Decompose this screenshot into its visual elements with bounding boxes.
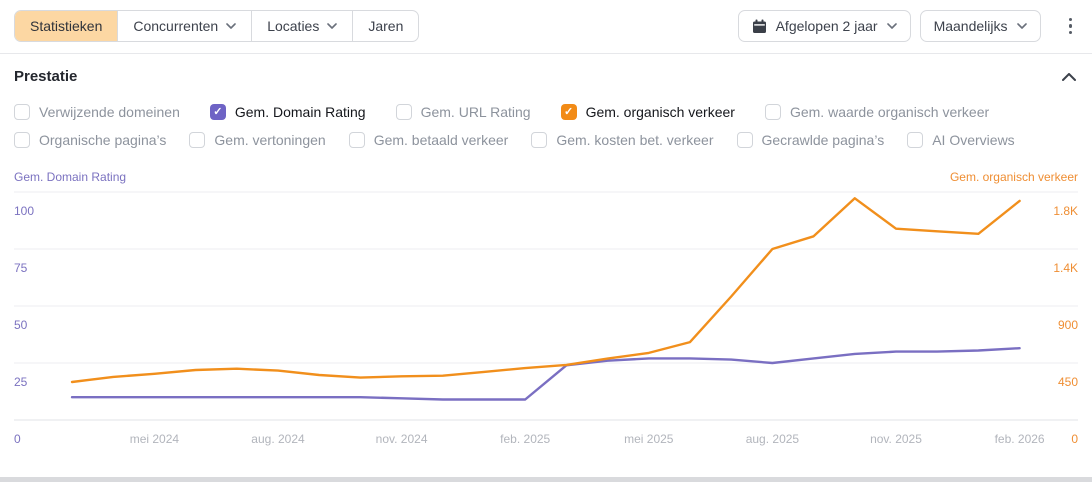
y-axis-tick-left: 25: [14, 375, 28, 389]
toolbar-right: Afgelopen 2 jaar Maandelijks: [737, 10, 1079, 42]
kebab-dot: [1068, 30, 1072, 35]
checkbox[interactable]: [531, 132, 548, 148]
metric-label: Gem. vertoningen: [214, 132, 326, 148]
collapse-section-button[interactable]: [1062, 72, 1076, 81]
calendar-icon: [752, 19, 766, 33]
granularity-label: Maandelijks: [933, 18, 1008, 34]
x-axis-tick: aug. 2024: [251, 432, 305, 446]
x-axis-tick: nov. 2024: [376, 432, 428, 446]
chevron-down-icon: [886, 23, 897, 29]
granularity-button[interactable]: Maandelijks: [919, 10, 1041, 42]
toolbar-divider: [0, 53, 1092, 54]
checkbox[interactable]: [764, 104, 781, 120]
series-line-domain-rating: [70, 346, 1021, 401]
metric-label: Gem. betaald verkeer: [373, 132, 509, 148]
chevron-up-icon: [1062, 72, 1076, 81]
kebab-menu-button[interactable]: [1063, 13, 1079, 40]
performance-chart-area: 100 75 50 25 0 1.8K 1.4K 900 450 0 mei 2024 aug. 20…: [14, 187, 1078, 452]
metric-gem-betaald-verkeer[interactable]: Gem. betaald verkeer: [348, 132, 509, 148]
tab-label: Jaren: [368, 18, 404, 34]
metric-verwijzende-domeinen[interactable]: Verwijzende domeinen: [14, 104, 180, 120]
metric-label: AI Overviews: [932, 132, 1015, 148]
metric-label: Verwijzende domeinen: [39, 104, 180, 120]
checkbox[interactable]: [189, 132, 206, 148]
metric-row-2: Organische pagina’s Gem. vertoningen Gem…: [0, 132, 1092, 148]
metric-gecrawlde-paginas[interactable]: Gecrawlde pagina’s: [736, 132, 885, 148]
performance-section-header: Prestatie: [0, 54, 1092, 95]
series-line-organic-traffic: [70, 197, 1021, 384]
x-axis-tick: mei 2024: [130, 432, 180, 446]
left-axis-title: Gem. Domain Rating: [14, 170, 127, 184]
y-axis-tick-right: 900: [1058, 318, 1078, 332]
metric-gem-domain-rating[interactable]: ✓ Gem. Domain Rating: [209, 104, 366, 120]
tab-statistieken[interactable]: Statistieken: [15, 11, 118, 41]
chevron-down-icon: [327, 23, 338, 29]
chevron-down-icon: [1016, 23, 1027, 29]
checkbox[interactable]: [395, 104, 412, 120]
tab-label: Concurrenten: [133, 18, 219, 34]
y-axis-tick-right: 450: [1058, 375, 1078, 389]
checkbox[interactable]: ✓: [560, 104, 577, 120]
bottom-edge-divider: [0, 477, 1092, 482]
metric-organische-paginas[interactable]: Organische pagina’s: [14, 132, 166, 148]
chevron-down-icon: [226, 23, 237, 29]
page-title: Prestatie: [14, 68, 78, 85]
x-axis-tick: mei 2025: [624, 432, 674, 446]
metric-ai-overviews[interactable]: AI Overviews: [907, 132, 1015, 148]
tab-jaren[interactable]: Jaren: [352, 11, 418, 41]
kebab-dot: [1068, 24, 1072, 28]
y-axis-tick-right: 1.4K: [1053, 261, 1078, 275]
metric-label: Gem. Domain Rating: [234, 104, 366, 120]
metric-gem-organisch-verkeer[interactable]: ✓ Gem. organisch verkeer: [560, 104, 735, 120]
checkbox[interactable]: [14, 104, 30, 120]
view-tabs: Statistieken Concurrenten Locaties Jaren: [14, 10, 420, 42]
axis-titles: Gem. Domain Rating Gem. organisch verkee…: [0, 170, 1092, 184]
metric-gem-kosten-bet-verkeer[interactable]: Gem. kosten bet. verkeer: [531, 132, 714, 148]
kebab-dot: [1068, 17, 1072, 22]
y-axis-tick-left: 0: [14, 432, 21, 446]
x-axis-tick: feb. 2026: [995, 432, 1045, 446]
checkbox[interactable]: [736, 132, 753, 148]
metric-label: Gem. URL Rating: [420, 104, 531, 120]
right-axis-title: Gem. organisch verkeer: [949, 170, 1078, 184]
tab-label: Statistieken: [30, 18, 103, 34]
date-range-label: Afgelopen 2 jaar: [775, 18, 878, 34]
metric-label: Organische pagina’s: [39, 132, 167, 148]
checkbox[interactable]: [348, 132, 365, 148]
y-axis-tick-left: 50: [14, 318, 28, 332]
tab-locaties[interactable]: Locaties: [251, 11, 352, 41]
metric-gem-url-rating[interactable]: Gem. URL Rating: [395, 104, 531, 120]
x-axis-tick: aug. 2025: [746, 432, 800, 446]
checkbox[interactable]: [907, 132, 924, 148]
performance-chart: 100 75 50 25 0 1.8K 1.4K 900 450 0 mei 2024 aug. 20…: [14, 191, 1078, 446]
tab-label: Locaties: [267, 18, 320, 34]
metric-label: Gem. waarde organisch verkeer: [789, 104, 990, 120]
checkbox[interactable]: ✓: [209, 104, 226, 120]
metric-row-1: Verwijzende domeinen ✓ Gem. Domain Rating…: [0, 104, 1092, 120]
x-axis-tick: feb. 2025: [500, 432, 550, 446]
metric-gem-vertoningen[interactable]: Gem. vertoningen: [189, 132, 326, 148]
metric-label: Gem. kosten bet. verkeer: [556, 132, 714, 148]
checkbox[interactable]: [14, 132, 30, 148]
y-axis-tick-left: 100: [14, 204, 34, 218]
metric-label: Gem. organisch verkeer: [585, 104, 735, 120]
metric-gem-waarde-organisch-verkeer[interactable]: Gem. waarde organisch verkeer: [764, 104, 990, 120]
x-axis-tick: nov. 2025: [870, 432, 922, 446]
y-axis-tick-right: 1.8K: [1053, 204, 1078, 218]
tab-concurrenten[interactable]: Concurrenten: [117, 11, 251, 41]
y-axis-tick-right: 0: [1071, 432, 1078, 446]
y-axis-tick-left: 75: [14, 261, 28, 275]
metric-label: Gecrawlde pagina’s: [761, 132, 885, 148]
date-range-button[interactable]: Afgelopen 2 jaar: [737, 10, 911, 42]
toolbar: Statistieken Concurrenten Locaties Jaren…: [0, 0, 1092, 53]
